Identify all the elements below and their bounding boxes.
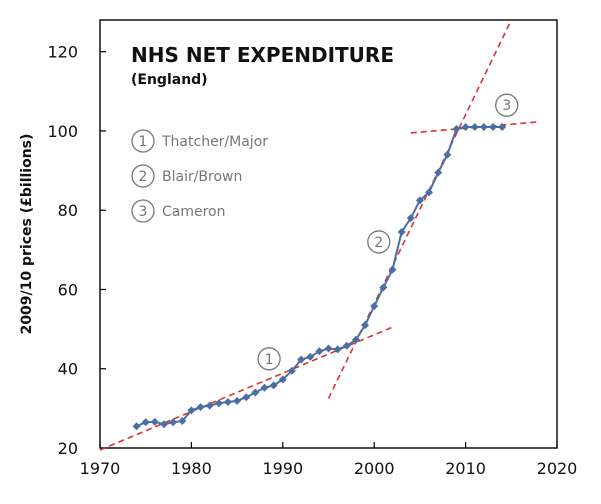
data-point — [214, 399, 223, 408]
data-point — [370, 302, 379, 311]
data-point — [498, 123, 507, 131]
data-point — [196, 403, 205, 412]
y-tick-label: 60 — [58, 280, 78, 299]
data-point — [269, 381, 278, 390]
period-badge-label: 2 — [374, 235, 383, 251]
chart-title: NHS NET EXPENDITURE — [131, 43, 394, 67]
data-point — [278, 375, 287, 384]
legend-badge-circle — [131, 199, 155, 223]
data-point — [406, 214, 415, 223]
data-point — [342, 341, 351, 350]
x-tick-label: 2020 — [537, 459, 578, 478]
data-point — [351, 335, 360, 344]
data-point — [297, 355, 306, 364]
period-badge-label: 3 — [502, 98, 511, 114]
data-point — [169, 418, 178, 427]
data-point — [251, 388, 260, 397]
legend-badge-label: 3 — [139, 204, 148, 220]
x-tick-label: 2000 — [354, 459, 395, 478]
legend: 1 Thatcher/Major 2 Blair/Brown 3 Cameron — [131, 129, 268, 223]
x-tick-label: 1980 — [171, 459, 212, 478]
data-point — [461, 123, 470, 131]
data-point — [415, 196, 424, 205]
data-point — [223, 398, 232, 407]
x-axis: 1970 1980 1990 2000 2010 2020 — [80, 442, 578, 478]
data-point — [361, 321, 370, 330]
data-point — [489, 123, 498, 131]
period-badge-label: 1 — [265, 352, 274, 368]
data-point — [178, 417, 187, 426]
data-point — [443, 150, 452, 159]
y-tick-label: 120 — [47, 43, 78, 62]
data-point — [159, 420, 168, 429]
data-point — [324, 344, 333, 353]
data-point — [397, 228, 406, 237]
y-tick-label: 40 — [58, 360, 78, 379]
legend-entry-label: Thatcher/Major — [161, 134, 268, 150]
y-tick-label: 80 — [58, 201, 78, 220]
chart-subtitle: (England) — [131, 72, 208, 88]
y-tick-label: 100 — [47, 122, 78, 141]
data-point — [425, 188, 434, 197]
legend-badge-circle — [131, 164, 155, 188]
plot-frame — [99, 19, 558, 449]
legend-entry-label: Cameron — [162, 204, 226, 220]
data-point — [379, 283, 388, 292]
period-badges: 1 2 3 — [257, 93, 519, 371]
series — [132, 123, 507, 431]
data-point — [470, 123, 479, 131]
data-point — [242, 393, 251, 402]
x-tick-label: 2010 — [445, 459, 486, 478]
x-tick-label: 1970 — [80, 459, 121, 478]
legend-entry-label: Blair/Brown — [162, 169, 242, 185]
legend-badge-circle — [131, 129, 155, 153]
period-badge-circle — [257, 347, 281, 371]
data-point — [315, 347, 324, 356]
y-tick-label: 20 — [58, 439, 78, 458]
data-point — [452, 124, 461, 133]
data-point — [479, 123, 488, 131]
y-axis-label: 2009/10 prices (£billions) — [19, 134, 35, 335]
data-point — [150, 417, 159, 426]
legend-badge-label: 1 — [139, 134, 148, 150]
data-point — [434, 168, 443, 177]
data-point — [141, 418, 150, 427]
y-axis: 20 40 60 80 100 120 — [47, 43, 106, 458]
data-point — [233, 396, 242, 405]
x-tick-label: 1990 — [262, 459, 303, 478]
data-point — [205, 401, 214, 410]
data-point — [132, 422, 141, 431]
data-point — [260, 383, 269, 392]
data-point — [333, 345, 342, 354]
data-point — [388, 265, 397, 274]
data-point — [306, 352, 315, 361]
data-point — [187, 406, 196, 415]
period-badge-circle — [367, 230, 391, 254]
period-badge-circle — [495, 93, 519, 117]
legend-badge-label: 2 — [139, 169, 148, 185]
data-point — [287, 366, 296, 375]
